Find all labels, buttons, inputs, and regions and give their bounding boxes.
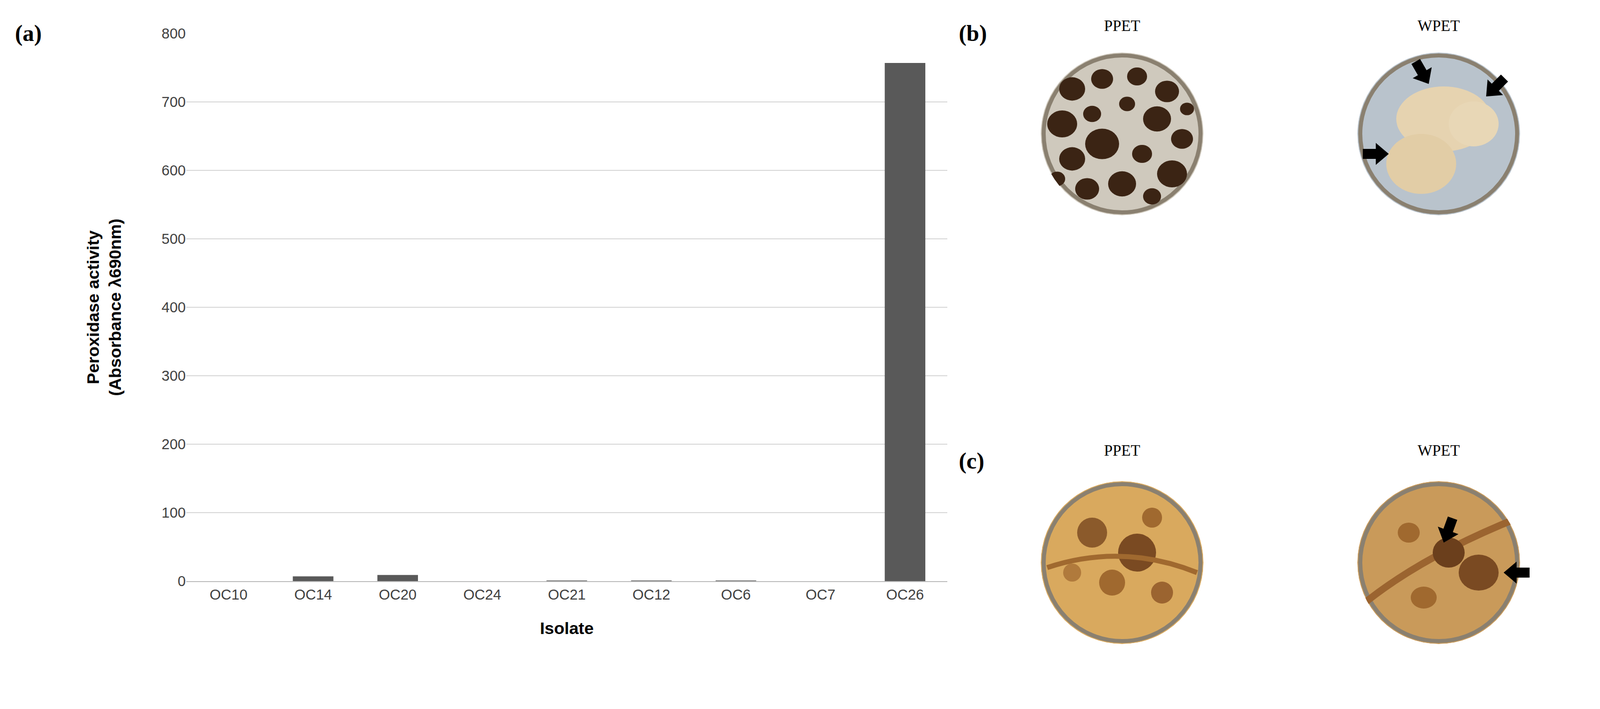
svg-text:WPET: WPET [1417,441,1460,459]
svg-text:OC7: OC7 [805,586,836,603]
svg-text:OC26: OC26 [885,586,924,603]
svg-text:100: 100 [161,504,186,521]
svg-text:OC24: OC24 [463,586,502,603]
svg-text:(c): (c) [958,447,985,474]
svg-text:Peroxidase activity(Absorbance: Peroxidase activity(Absorbance λ690nm) [83,218,125,396]
svg-text:PPET: PPET [1104,441,1141,459]
svg-text:800: 800 [161,25,186,42]
svg-text:600: 600 [161,162,186,179]
svg-text:OC6: OC6 [721,586,752,603]
svg-text:OC20: OC20 [378,586,417,603]
svg-text:OC10: OC10 [209,586,248,603]
svg-text:PPET: PPET [1104,16,1141,35]
svg-text:0: 0 [177,572,186,589]
svg-text:OC12: OC12 [632,586,671,603]
svg-text:OC21: OC21 [547,586,586,603]
svg-text:OC14: OC14 [294,586,333,603]
svg-text:400: 400 [161,299,186,316]
svg-text:Isolate: Isolate [539,618,594,638]
svg-text:WPET: WPET [1417,16,1460,35]
svg-text:700: 700 [161,93,186,110]
svg-text:200: 200 [161,435,186,452]
svg-text:(b): (b) [958,20,987,46]
html-text:(a): (a) [14,20,42,46]
svg-text:300: 300 [161,367,186,384]
svg-text:500: 500 [161,230,186,247]
